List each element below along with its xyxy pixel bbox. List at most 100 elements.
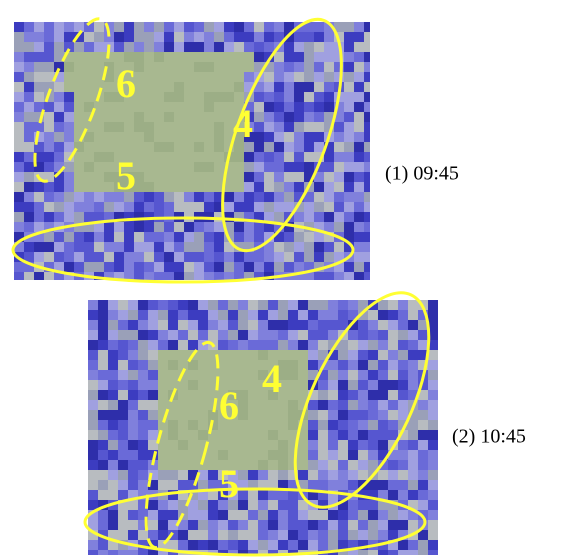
mosaic-cell	[158, 300, 168, 310]
mosaic-cell	[108, 350, 118, 360]
mosaic-cell	[54, 132, 64, 142]
mosaic-cell	[298, 520, 308, 530]
mosaic-cell	[88, 350, 98, 360]
mosaic-cell	[408, 460, 418, 470]
mosaic-cell	[398, 540, 408, 550]
mosaic-cell	[238, 500, 248, 510]
mosaic-cell	[214, 262, 224, 272]
mosaic-cell	[368, 310, 378, 320]
mosaic-cell	[118, 550, 128, 560]
mosaic-cell	[134, 22, 144, 32]
mosaic-cell	[54, 92, 64, 102]
mosaic-cell	[284, 232, 294, 242]
mosaic-cell	[44, 142, 54, 152]
mosaic-cell	[358, 470, 368, 480]
mosaic-cell	[254, 152, 264, 162]
mosaic-cell	[174, 32, 184, 42]
mosaic-cell	[248, 440, 258, 450]
mosaic-cell	[178, 400, 188, 410]
mosaic-cell	[348, 420, 358, 430]
mosaic-cell	[244, 162, 254, 172]
mosaic-cell	[288, 390, 298, 400]
mosaic-cell	[24, 22, 34, 32]
mosaic-cell	[108, 330, 118, 340]
mosaic-cell	[154, 72, 164, 82]
mosaic-cell	[194, 202, 204, 212]
mosaic-cell	[304, 132, 314, 142]
mosaic-cell	[324, 42, 334, 52]
mosaic-cell	[34, 82, 44, 92]
mosaic-cell	[388, 360, 398, 370]
mosaic-cell	[228, 450, 238, 460]
mosaic-cell	[138, 400, 148, 410]
mosaic-cell	[108, 480, 118, 490]
mosaic-cell	[44, 192, 54, 202]
mosaic-cell	[368, 510, 378, 520]
mosaic-cell	[298, 360, 308, 370]
mosaic-cell	[24, 242, 34, 252]
mosaic-cell	[354, 232, 364, 242]
mosaic-cell	[164, 22, 174, 32]
mosaic-cell	[34, 182, 44, 192]
mosaic-cell	[174, 42, 184, 52]
mosaic-cell	[14, 22, 24, 32]
mosaic-cell	[418, 330, 428, 340]
mosaic-cell	[358, 550, 368, 560]
mosaic-cell	[408, 360, 418, 370]
mosaic-cell	[64, 262, 74, 272]
mosaic-cell	[254, 232, 264, 242]
mosaic-cell	[244, 22, 254, 32]
mosaic-cell	[118, 390, 128, 400]
mosaic-cell	[378, 370, 388, 380]
mosaic-cell	[128, 420, 138, 430]
mosaic-cell	[308, 350, 318, 360]
mosaic-cell	[74, 202, 84, 212]
mosaic-cell	[368, 340, 378, 350]
mosaic-cell	[428, 380, 438, 390]
mosaic-cell	[298, 330, 308, 340]
mosaic-cell	[154, 132, 164, 142]
mosaic-cell	[88, 420, 98, 430]
mosaic-cell	[14, 152, 24, 162]
mosaic-cell	[104, 242, 114, 252]
mosaic-cell	[248, 350, 258, 360]
mosaic-cell	[274, 162, 284, 172]
mosaic-cell	[364, 212, 374, 222]
mosaic-cell	[368, 330, 378, 340]
mosaic-cell	[294, 262, 304, 272]
mosaic-cell	[314, 52, 324, 62]
mosaic-cell	[288, 370, 298, 380]
mosaic-cell	[148, 330, 158, 340]
mosaic-cell	[354, 152, 364, 162]
mosaic-cell	[158, 520, 168, 530]
mosaic-cell	[254, 262, 264, 272]
mosaic-cell	[264, 162, 274, 172]
mosaic-cell	[388, 380, 398, 390]
mosaic-cell	[178, 480, 188, 490]
mosaic-cell	[94, 102, 104, 112]
mosaic-cell	[148, 370, 158, 380]
mosaic-cell	[148, 380, 158, 390]
mosaic-cell	[98, 310, 108, 320]
mosaic-cell	[44, 122, 54, 132]
mosaic-cell	[198, 310, 208, 320]
mosaic-cell	[288, 310, 298, 320]
mosaic-cell	[34, 42, 44, 52]
mosaic-cell	[194, 22, 204, 32]
mosaic-cell	[264, 112, 274, 122]
mosaic-cell	[154, 92, 164, 102]
mosaic-cell	[428, 430, 438, 440]
mosaic-cell	[364, 232, 374, 242]
mosaic-cell	[274, 262, 284, 272]
mosaic-cell	[298, 350, 308, 360]
mosaic-cell	[128, 400, 138, 410]
mosaic-cell	[258, 510, 268, 520]
mosaic-cell	[64, 192, 74, 202]
mosaic-cell	[108, 510, 118, 520]
mosaic-cell	[364, 272, 374, 282]
mosaic-cell	[294, 92, 304, 102]
mosaic-cell	[88, 550, 98, 560]
mosaic-cell	[148, 400, 158, 410]
mosaic-cell	[214, 42, 224, 52]
mosaic-cell	[124, 262, 134, 272]
